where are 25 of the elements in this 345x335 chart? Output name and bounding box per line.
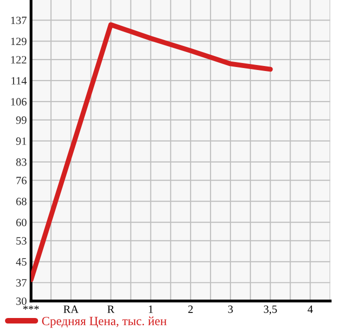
y-tick-label: 91 [16,137,26,145]
y-tick-label: 30 [16,297,26,305]
x-tick-label: 3,5 [264,306,277,315]
y-tick-label: 53 [16,237,26,245]
y-tick-label: 60 [16,218,26,226]
y-tick-label: 106 [11,98,27,106]
y-tick-label: 37 [16,279,27,287]
y-tick-label: 114 [12,77,27,84]
x-tick-label: 3 [228,306,233,313]
line-series [31,22,273,282]
y-tick-label: 122 [11,56,26,64]
y-tick-label: 99 [16,116,26,124]
y-tick-label: 76 [16,176,27,184]
x-tick-label: R [107,306,114,313]
x-tick-label: 4 [308,306,313,313]
x-tick-label: 2 [188,306,193,313]
x-tick-label: *** [23,306,39,310]
legend-label: Средняя Цена, тыс. йен [42,316,167,328]
y-tick-label: 129 [11,38,26,46]
y-tick-label: 68 [16,198,26,206]
y-tick-label: 137 [11,16,27,24]
y-tick-label: 83 [16,158,26,166]
y-tick-label: 45 [16,258,26,266]
x-tick-label: 1 [148,306,153,313]
x-tick-label: RA [64,306,79,313]
